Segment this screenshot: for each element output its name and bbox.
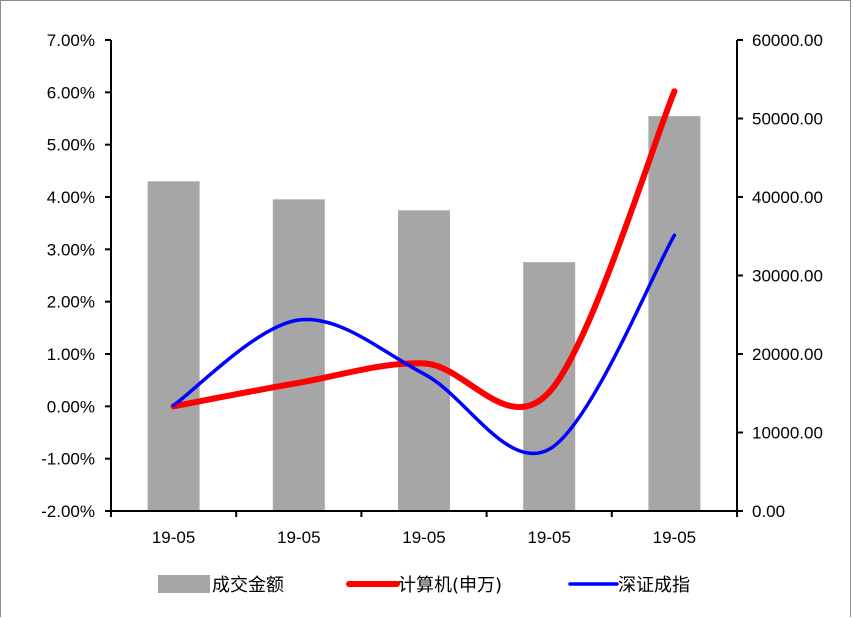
legend-label-line-1: 计算机(申万) <box>398 575 502 596</box>
x-tick-label: 19-05 <box>152 528 195 547</box>
left-tick-label: 6.00% <box>47 83 95 102</box>
left-tick-label: -2.00% <box>41 502 95 521</box>
x-tick-label: 19-05 <box>402 528 445 547</box>
right-tick-label: 0.00 <box>752 502 785 521</box>
right-tick-label: 40000.00 <box>752 188 823 207</box>
bar-1 <box>147 181 200 512</box>
legend-label-bar: 成交金额 <box>212 575 284 596</box>
right-tick-label: 30000.00 <box>752 267 823 286</box>
legend-swatch-bar <box>158 575 210 593</box>
line-series-1 <box>170 88 678 410</box>
left-tick-label: 5.00% <box>47 136 95 155</box>
x-tick-label: 19-05 <box>653 528 696 547</box>
right-tick-label: 50000.00 <box>752 110 823 129</box>
bar-5 <box>648 116 701 512</box>
x-tick-label: 19-05 <box>277 528 320 547</box>
left-tick-label: 0.00% <box>47 397 95 416</box>
bar-2 <box>272 199 325 512</box>
right-tick-label: 60000.00 <box>752 31 823 50</box>
left-tick-label: 7.00% <box>47 31 95 50</box>
x-tick-label: 19-05 <box>527 528 570 547</box>
right-tick-label: 10000.00 <box>752 424 823 443</box>
legend-label-line-2: 深证成指 <box>618 575 690 596</box>
right-tick-label: 20000.00 <box>752 345 823 364</box>
line-series-2 <box>171 233 677 456</box>
left-tick-label: 1.00% <box>47 345 95 364</box>
left-tick-label: 3.00% <box>47 240 95 259</box>
left-tick-label: -1.00% <box>41 450 95 469</box>
left-tick-label: 4.00% <box>47 188 95 207</box>
left-tick-label: 2.00% <box>47 293 95 312</box>
bar-4 <box>523 262 576 511</box>
